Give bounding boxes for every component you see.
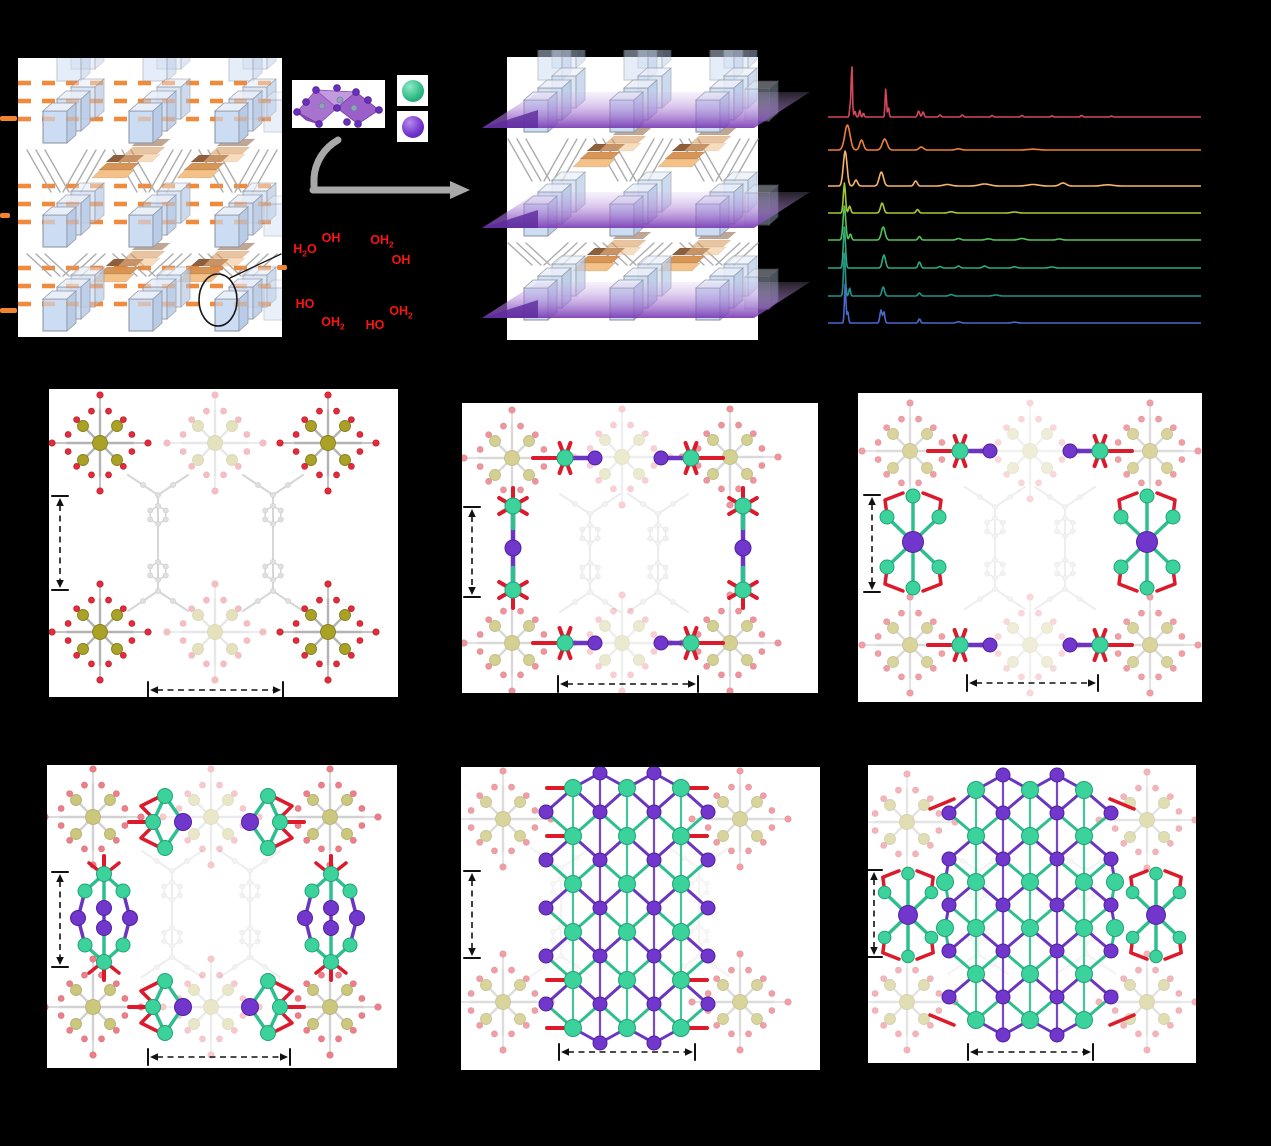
guest-lattice [936,767,1124,1043]
dimension-arrow-vertical [51,871,69,968]
guest-species [70,788,365,1041]
metal-node [451,767,555,871]
pillared-framework [507,27,780,321]
metal-node [278,765,382,869]
panel-framework-intercalated [480,27,815,360]
guest-species [538,765,716,1051]
metal-node [276,391,380,495]
legend-green-sphere-box [397,75,428,106]
orange-dash [0,308,17,313]
dimension-arrow-horizontal [967,1043,1094,1061]
guest-species [497,440,759,661]
panel-e-drawing [41,765,382,1066]
dimension-arrow-horizontal [966,674,1099,692]
panel-g-drawing [855,767,1199,1061]
guest-species [879,433,1181,663]
panel-framework-schematic [18,28,299,337]
legend-purple-sphere-box [397,111,428,142]
panel-f-drawing [451,765,792,1061]
xrd-trace [828,124,1201,151]
xrd-trace [828,283,1201,324]
linker-ghost [141,850,203,978]
metal-node [163,580,267,684]
red-label: H2O [293,241,317,259]
metal-node [855,770,959,874]
xrd-trace [828,66,1201,118]
panel-g-structure [855,765,1199,1063]
green-sphere-icon [401,79,424,102]
metal-node [48,580,152,684]
cluster-polyhedra-drawing [293,84,383,128]
red-label: HO [365,318,385,332]
polyoxometalate-cluster-image [292,80,385,128]
panel-e-structure [41,765,397,1068]
dimension-arrow-horizontal [557,675,699,693]
metal-node [276,580,380,684]
intercalant-plane [482,192,810,228]
xrd-trace [828,205,1201,241]
red-label: OH [321,231,341,245]
metal-node [159,765,263,869]
guest-lattice [538,765,716,1051]
panel-b-drawing [48,391,380,699]
dimension-arrow-vertical [865,869,883,958]
linker-ghost [219,850,281,978]
dimension-arrow-horizontal [147,1048,291,1066]
dimension-arrow-horizontal [147,681,284,699]
xrd-trace [828,252,1201,297]
dimension-arrow-vertical [863,494,881,593]
framework-schematic-drawing [18,28,299,332]
orange-dash [0,116,17,121]
metal-node [41,765,145,869]
panel-d-drawing [858,399,1202,697]
linker-ghost [964,486,1026,610]
red-label: OH2 [389,303,413,321]
red-label: OH2 [370,232,394,250]
reaction-arrow [300,128,480,213]
pxrd-pattern-chart [818,42,1218,347]
metal-node [1095,768,1199,872]
red-label: HO [295,297,315,311]
red-label: OH2 [321,314,345,332]
intercalant-plane [482,92,810,128]
xrd-trace [828,182,1201,214]
xrd-trace [828,226,1201,269]
metal-node [1098,399,1202,503]
metal-node [163,391,267,495]
panel-b-structure [48,389,398,699]
linker-ghost [242,474,304,612]
red-label: OH [391,253,411,267]
dimension-arrow-vertical [463,506,481,598]
reaction-arrow-drawing [309,136,470,199]
dimension-arrow-vertical [463,870,481,959]
panel-f-structure [451,765,820,1070]
intercalant-plane [482,282,810,318]
metal-node [688,950,792,1054]
linker-ghost [627,493,689,613]
dimension-arrow-vertical [51,495,69,591]
metal-node [48,391,152,495]
xrd-trace [828,150,1201,187]
linker-ghost [559,493,621,613]
panel-d-structure [858,393,1202,702]
guest-species [877,767,1187,1043]
pxrd-traces [828,66,1201,324]
panel-c-structure [460,403,818,695]
panel-c-drawing [460,405,782,695]
intercalated-framework-drawing [482,27,810,340]
linker-ghost [1034,486,1096,610]
dimension-arrow-horizontal [558,1043,696,1061]
pore-highlight-circle [198,273,238,327]
metal-node [858,399,962,503]
orange-dash [277,265,287,270]
metal-node [41,955,145,1059]
metal-node [278,955,382,1059]
purple-sphere-icon [401,115,424,138]
orange-dash [0,213,10,218]
linker-ghost [127,474,189,612]
